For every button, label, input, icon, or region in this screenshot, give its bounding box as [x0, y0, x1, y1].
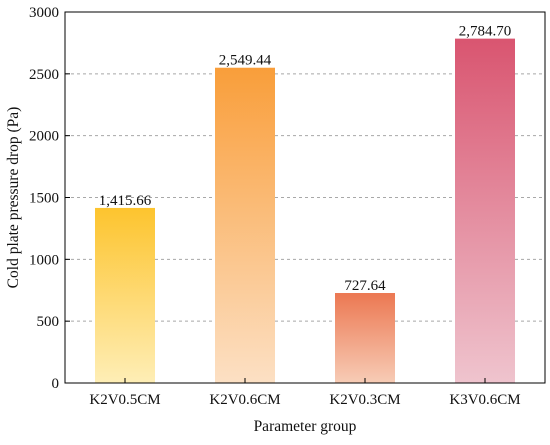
- y-tick-label: 0: [52, 376, 60, 392]
- bars: [95, 38, 515, 384]
- data-label: 727.64: [344, 278, 386, 294]
- bar-k2v0-6cm: [215, 67, 275, 384]
- x-axis-title: Parameter group: [254, 418, 357, 435]
- bar-k2v0-3cm: [335, 293, 395, 383]
- y-tick-label: 2500: [29, 67, 59, 83]
- y-axis-title: Cold plate pressure drop (Pa): [5, 107, 22, 289]
- y-tick-label: 2000: [29, 129, 59, 145]
- x-axis-ticks: K2V0.5CM K2V0.6CM K2V0.3CM K3V0.6CM: [89, 378, 521, 408]
- y-tick-label: 500: [37, 314, 60, 330]
- y-tick-label: 1500: [29, 191, 59, 207]
- x-tick-label: K3V0.6CM: [449, 392, 520, 408]
- bar-k3v0-6cm: [455, 38, 515, 384]
- x-tick-label: K2V0.5CM: [89, 392, 160, 408]
- bar-k2v0-5cm: [95, 207, 155, 383]
- y-tick-label: 3000: [29, 5, 59, 21]
- x-tick-label: K2V0.3CM: [329, 392, 400, 408]
- data-label: 1,415.66: [99, 193, 152, 209]
- data-labels: 1,415.66 2,549.44 727.64 2,784.70: [99, 24, 512, 294]
- data-label: 2,549.44: [219, 53, 272, 69]
- y-axis-ticks: 0 500 1000 1500 2000 2500 3000: [29, 5, 70, 392]
- y-tick-label: 1000: [29, 252, 59, 268]
- data-label: 2,784.70: [459, 24, 512, 40]
- x-tick-label: K2V0.6CM: [209, 392, 280, 408]
